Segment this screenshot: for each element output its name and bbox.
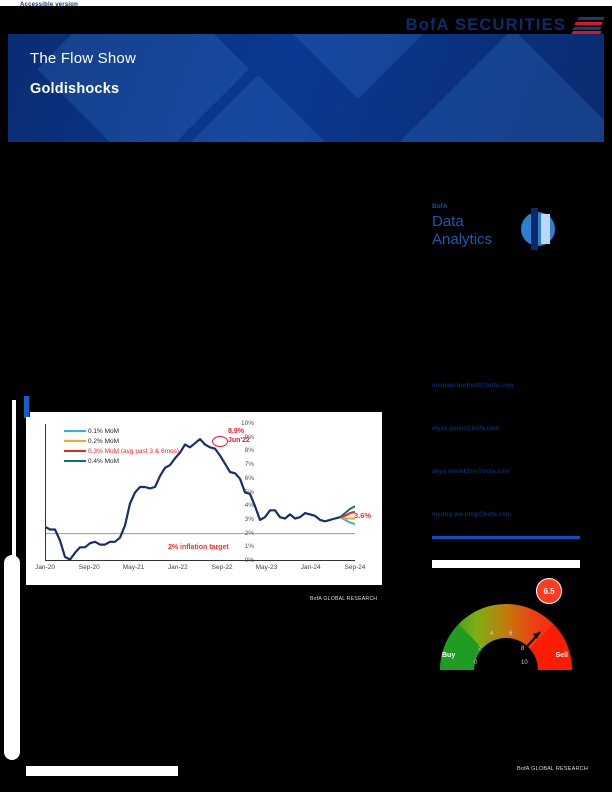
peak-date-label: Jun'22 [228,437,250,444]
contact-email-3[interactable]: anya.shelekhin@bofa.com [432,469,510,475]
gauge-tick-4: 4 [490,631,494,637]
gauge-buy-label: Buy [442,652,456,659]
data-analytics-mark-icon [517,208,559,250]
legend-item: 0.3% MoM (avg past 3 & 6mos) [64,446,179,456]
x-tick-label: Jan-20 [35,564,55,571]
y-tick-label: 8% [244,447,254,455]
data-analytics-logo: BofA Data Analytics [432,203,555,255]
legend-label: 0.3% MoM (avg past 3 & 6mos) [88,447,180,455]
inflation-target-label: 2% inflation target [168,544,229,551]
left-edge-artifact-line [12,400,16,590]
gauge-tick-10: 10 [521,660,528,666]
y-tick-label: 7% [244,461,254,469]
accessible-version-link[interactable]: Accessible version [20,2,78,8]
y-tick-label: 2% [244,529,254,537]
legend-item: 0.2% MoM [64,436,179,446]
x-tick-label: Sep-24 [344,564,366,571]
gauge-sell-label: Sell [555,652,568,659]
y-tick-label: 5% [244,488,254,496]
gauge-tick-0: 0 [474,660,478,666]
banner-chevron-3 [392,34,604,142]
contact-email-1[interactable]: michael.hartnett@bofa.com [432,383,514,389]
y-tick-label: 6% [244,474,254,482]
legend-swatch [64,449,86,453]
legend-swatch [64,439,86,443]
y-tick-label: 3% [244,515,254,523]
y-tick-label: 1% [244,543,254,551]
right-white-bar [432,560,580,568]
gauge-svg [440,604,572,671]
page-title: The Flow Show [30,50,136,67]
contact-email-2[interactable]: elyas.galou@bofa.com [432,426,500,432]
legend-item: 0.4% MoM [64,456,179,466]
legend-swatch [64,459,86,463]
footer-source: BofA GLOBAL RESEARCH [516,766,588,772]
bofa-flag-icon [571,17,605,34]
brand-text: BofA SECURITIES [405,16,566,34]
gauge-tick-6: 6 [509,631,513,637]
forecast-end-label: 3.6% [354,511,372,520]
gauge-tick-8: 8 [521,646,525,652]
cpi-line [44,438,341,561]
legend-swatch [64,429,86,433]
chart-blue-tab [24,396,29,418]
legend-label: 0.4% MoM [88,457,120,465]
da-line-1: Data [432,213,464,230]
forecast-line-3 [339,505,356,518]
bull-bear-gauge: 0 2 4 6 8 10 Buy Sell 6.5 [432,578,580,674]
x-tick-label: Sep-22 [211,564,233,571]
contact-email-4[interactable]: myung-jee.jung@bofa.com [432,512,512,518]
blue-divider [432,536,580,539]
forecast-line-2 [339,510,356,519]
footer-white-bar [26,766,178,776]
y-tick-label: 4% [244,502,254,510]
legend-label: 0.1% MoM [88,427,120,435]
x-tick-label: Sep-20 [78,564,100,571]
legend-item: 0.1% MoM [64,426,179,436]
chart-plot-area [44,424,356,561]
x-tick-label: Jan-24 [300,564,321,571]
da-line-2: Analytics [432,231,493,248]
x-tick-label: May-23 [255,564,278,571]
x-axis-line [45,559,355,561]
chart-svg [44,438,356,561]
da-brand-small: BofA [432,203,448,210]
chart-legend: 0.1% MoM 0.2% MoM 0.3% MoM (avg past 3 & 6… [64,426,179,466]
chart-source-label: BofA GLOBAL RESEARCH [310,596,378,602]
title-banner: The Flow Show Goldishocks [8,34,604,142]
x-tick-label: Jan-22 [167,564,188,571]
forecast-line-1 [339,516,355,520]
y-tick-label: 10% [240,420,254,427]
banner-chevron-2 [273,34,443,99]
left-edge-artifact [4,555,20,760]
top-white-strip [0,0,612,6]
bofa-securities-logo: BofA SECURITIES [405,16,605,35]
legend-label: 0.2% MoM [88,437,120,445]
chart-top-strip [30,412,382,417]
y-tick-label: 9% [244,433,254,441]
gauge-value-bubble: 6.5 [536,578,562,604]
page-header: BofA SECURITIES [0,6,612,34]
gauge-tick-2: 2 [478,646,482,652]
peak-value-label: 8.9% [228,428,244,435]
peak-marker-icon [212,436,228,447]
y-axis-line [45,424,47,561]
page-subtitle: Goldishocks [30,81,120,97]
x-tick-label: May-21 [122,564,145,571]
